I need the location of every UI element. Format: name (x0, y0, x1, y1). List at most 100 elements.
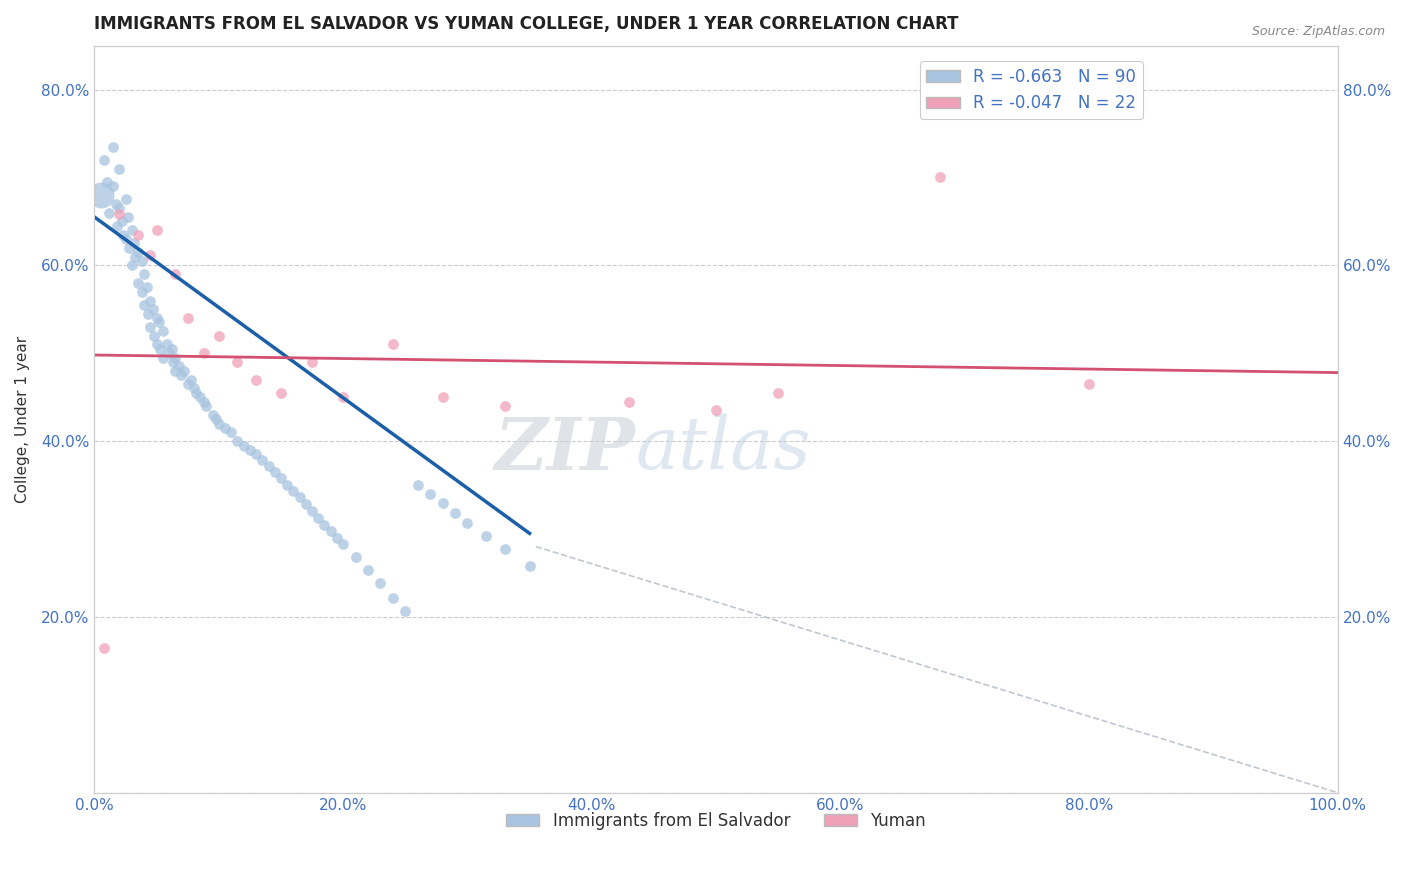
Point (226, 434, 249, 449)
Point (121, 223, 143, 237)
Point (314, 517, 336, 532)
Point (124, 250, 146, 264)
Point (127, 245, 149, 260)
Point (494, 542, 516, 557)
Point (152, 324, 174, 338)
Point (177, 377, 200, 392)
Point (195, 399, 218, 413)
Point (170, 368, 193, 383)
Point (143, 328, 166, 343)
Point (180, 373, 202, 387)
Point (134, 298, 156, 312)
Point (252, 453, 274, 467)
Point (226, 355, 249, 369)
Point (112, 227, 135, 242)
Point (165, 351, 187, 365)
Point (519, 558, 541, 573)
Point (214, 421, 236, 435)
Point (319, 524, 342, 538)
Point (122, 236, 145, 251)
Point (96, 175, 118, 189)
Point (93, 153, 115, 167)
Point (131, 254, 153, 268)
Point (394, 604, 416, 618)
Point (90, 188, 112, 202)
Point (145, 337, 167, 351)
Point (295, 497, 318, 511)
Point (326, 531, 349, 545)
Point (193, 394, 215, 409)
Point (136, 307, 159, 321)
Text: IMMIGRANTS FROM EL SALVADOR VS YUMAN COLLEGE, UNDER 1 YEAR CORRELATION CHART: IMMIGRANTS FROM EL SALVADOR VS YUMAN COL… (94, 15, 959, 33)
Point (406, 478, 429, 492)
Point (288, 491, 311, 505)
Point (145, 311, 167, 326)
Point (301, 355, 323, 369)
Point (155, 337, 177, 351)
Text: atlas: atlas (636, 414, 811, 484)
Point (381, 337, 404, 351)
Point (928, 170, 950, 185)
Point (186, 385, 208, 400)
Point (332, 537, 354, 551)
Point (118, 241, 141, 255)
Point (114, 232, 136, 246)
Point (208, 417, 231, 431)
Point (494, 399, 516, 413)
Point (111, 214, 134, 228)
Point (201, 408, 224, 422)
Point (165, 267, 187, 281)
Point (165, 364, 187, 378)
Point (173, 364, 195, 378)
Point (332, 390, 354, 404)
Point (104, 197, 127, 211)
Point (283, 484, 305, 499)
Point (432, 496, 454, 510)
Point (301, 504, 323, 518)
Point (766, 385, 789, 400)
Point (108, 201, 131, 215)
Point (232, 438, 254, 452)
Point (135, 280, 157, 294)
Point (193, 346, 215, 360)
Point (188, 390, 211, 404)
Point (444, 506, 467, 520)
Point (149, 342, 172, 356)
Point (245, 373, 267, 387)
Y-axis label: College, Under 1 year: College, Under 1 year (15, 335, 30, 503)
Point (167, 359, 190, 374)
Point (108, 207, 131, 221)
Point (381, 591, 404, 605)
Point (139, 293, 162, 308)
Text: Source: ZipAtlas.com: Source: ZipAtlas.com (1251, 25, 1385, 38)
Point (114, 193, 136, 207)
Point (219, 425, 242, 440)
Point (121, 258, 143, 272)
Point (157, 346, 180, 360)
Point (127, 227, 149, 242)
Point (475, 529, 498, 543)
Point (93, 640, 115, 655)
Text: ZIP: ZIP (495, 414, 636, 484)
Point (105, 219, 128, 233)
Point (139, 319, 162, 334)
Point (1078, 377, 1101, 392)
Point (432, 390, 454, 404)
Point (456, 516, 478, 530)
Point (357, 563, 380, 577)
Point (177, 311, 200, 326)
Point (145, 223, 167, 237)
Point (183, 381, 205, 395)
Point (152, 351, 174, 365)
Point (134, 267, 156, 281)
Point (270, 385, 292, 400)
Point (162, 355, 184, 369)
Point (245, 447, 267, 461)
Point (139, 248, 162, 262)
Point (142, 302, 165, 317)
Point (108, 161, 131, 176)
Point (98, 205, 121, 219)
Point (257, 458, 280, 473)
Point (239, 442, 262, 457)
Point (131, 285, 153, 299)
